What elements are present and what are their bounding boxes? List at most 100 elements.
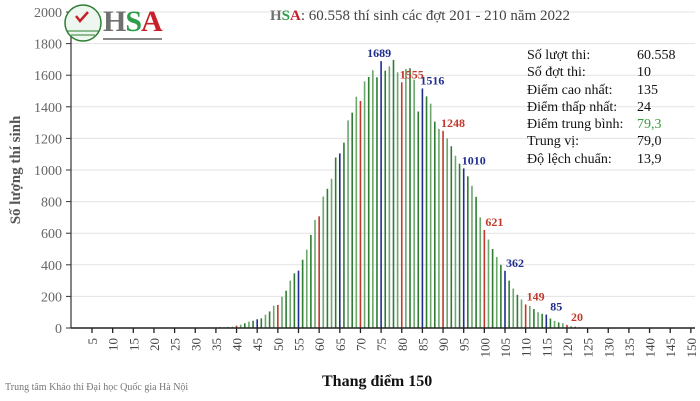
data-label-115: 85 — [550, 300, 562, 314]
y-tick-label: 800 — [41, 196, 62, 211]
bar-91 — [446, 138, 448, 328]
bar-41 — [239, 324, 242, 328]
bar-94 — [458, 163, 461, 328]
logo-letter-h: H — [103, 5, 126, 38]
stat-row: Độ lệch chuẩn: 13,9 — [527, 151, 676, 168]
x-tick-label: 100 — [477, 338, 492, 358]
stat-row: Điểm cao nhất: 135 — [527, 82, 676, 99]
x-tick-label: 75 — [374, 338, 389, 351]
bar-59 — [314, 219, 316, 328]
x-tick-label: 30 — [188, 338, 203, 351]
y-tick-label: 400 — [41, 259, 62, 274]
bar-58 — [310, 234, 312, 328]
stat-value: 135 — [637, 82, 658, 98]
bar-47 — [264, 314, 267, 328]
bar-89 — [438, 128, 440, 328]
bar-60 — [318, 216, 320, 328]
stat-value: 79,3 — [637, 117, 662, 133]
bar-101 — [487, 239, 490, 328]
bar-42 — [244, 323, 246, 328]
bar-90 — [442, 130, 444, 328]
bar-65 — [339, 153, 341, 328]
bar-87 — [429, 103, 432, 328]
bar-61 — [322, 196, 325, 328]
bar-102 — [491, 249, 494, 328]
x-tick-label: 15 — [126, 338, 141, 351]
bar-64 — [334, 157, 337, 328]
x-tick-label: 90 — [436, 338, 451, 351]
data-label-120: 20 — [571, 310, 583, 324]
x-tick-label: 125 — [581, 338, 596, 358]
bar-50 — [277, 304, 279, 328]
x-tick-label: 50 — [271, 338, 286, 351]
bar-54 — [293, 273, 296, 328]
stat-label: Số lượt thi: — [527, 48, 591, 63]
bar-100 — [483, 229, 486, 328]
stat-value: 24 — [637, 99, 651, 115]
bar-43 — [248, 321, 250, 328]
bar-112 — [533, 309, 535, 328]
bar-85 — [421, 88, 424, 328]
data-label-105: 362 — [506, 256, 524, 270]
stat-label: Điểm thấp nhất: — [527, 99, 618, 115]
x-tick-label: 5 — [85, 338, 100, 345]
bar-110 — [524, 304, 527, 328]
bar-98 — [475, 196, 477, 328]
stat-value: 10 — [637, 65, 651, 81]
bar-52 — [285, 290, 287, 328]
bar-76 — [384, 70, 387, 329]
stat-value: 60.558 — [637, 48, 676, 63]
footer-source: Trung tâm Khảo thí Đại học Quốc gia Hà N… — [5, 382, 189, 393]
bar-53 — [289, 280, 292, 328]
stat-row: Số lượt thi: 60.558 — [527, 47, 676, 64]
bar-68 — [351, 112, 353, 329]
bar-83 — [413, 79, 415, 329]
bar-78 — [392, 59, 395, 329]
data-label-80: 1555 — [400, 67, 424, 81]
y-tick-label: 1200 — [34, 132, 62, 147]
data-label-110: 149 — [527, 289, 545, 303]
bar-116 — [549, 318, 552, 328]
bar-46 — [260, 318, 263, 328]
bar-79 — [396, 72, 399, 328]
data-label-100: 621 — [485, 215, 503, 229]
bar-111 — [528, 305, 531, 328]
bar-57 — [305, 249, 308, 328]
y-tick-label: 1800 — [34, 38, 62, 53]
y-axis-label: Số lượng thí sinh — [8, 115, 24, 224]
x-tick-label: 45 — [250, 338, 265, 351]
y-tick-label: 0 — [55, 322, 62, 337]
bar-96 — [467, 176, 469, 328]
y-tick-label: 1400 — [34, 101, 62, 116]
stat-label: Độ lệch chuẩn: — [527, 151, 612, 167]
x-tick-label: 20 — [147, 338, 162, 351]
stats-box: Số lượt thi: 60.558 Số đợt thi: 10 Điểm cao … — [527, 47, 676, 168]
bar-119 — [562, 323, 564, 328]
x-tick-label: 10 — [106, 338, 121, 351]
x-tick-label: 95 — [457, 338, 472, 351]
x-tick-label: 70 — [353, 338, 368, 351]
bar-74 — [376, 77, 378, 328]
bar-114 — [541, 313, 543, 328]
bar-81 — [405, 68, 407, 328]
logo-letter-a: A — [141, 5, 163, 38]
x-tick-label: 145 — [663, 338, 678, 358]
x-tick-label: 60 — [312, 338, 327, 351]
bar-73 — [372, 70, 374, 328]
bar-44 — [252, 320, 254, 328]
bar-107 — [512, 288, 515, 328]
x-tick-label: 35 — [209, 338, 224, 351]
bar-49 — [272, 305, 275, 328]
bar-40 — [235, 325, 238, 328]
stat-label: Điểm trung bình: — [527, 117, 624, 133]
bar-67 — [347, 120, 349, 328]
bar-45 — [256, 319, 258, 328]
hsa-logo-text: HSA — [103, 5, 163, 40]
y-tick-label: 200 — [41, 290, 62, 305]
x-axis-label: Thang điểm 150 — [322, 373, 433, 390]
bar-56 — [301, 259, 304, 328]
bar-63 — [330, 178, 333, 328]
bar-82 — [409, 68, 411, 329]
bar-105 — [504, 270, 506, 328]
